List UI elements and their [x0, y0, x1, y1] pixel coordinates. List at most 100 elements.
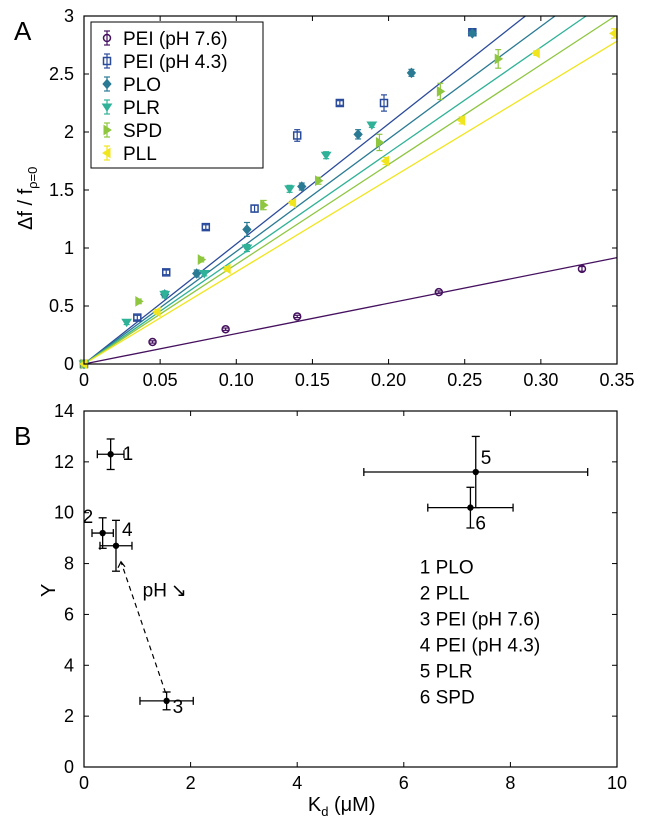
- panel-a-data-point: [434, 287, 444, 297]
- panel-a-ticks: 0 0.05 0.10 0.15 0.20 0.25 0.30 0.35 0 0.5 1 1.5 2 2.…: [49, 6, 635, 390]
- legend-marker: [103, 124, 112, 136]
- panel-a-y-label-sub: ρ=0: [25, 167, 40, 189]
- panel-a-x-tick-label: 0.15: [295, 370, 330, 390]
- panel-a-data-point: [197, 254, 207, 266]
- panel-b-x-tick-label: 0: [79, 773, 89, 793]
- panel-a-data-point: [241, 244, 253, 253]
- panel-b-x-axis-label: Kd (μM): [308, 794, 376, 819]
- panel-a-data-point: [284, 185, 296, 194]
- panel-b-x-tick-label: 8: [505, 773, 515, 793]
- panel-a-fit-line: [83, 256, 618, 365]
- panel-a-y-tick-label: 1: [64, 238, 74, 258]
- panel-a-x-tick-label: 0.20: [371, 370, 406, 390]
- panel-a-data-point: [320, 151, 332, 161]
- panel-a-data-point: [192, 268, 202, 279]
- panel-b-key-item: 1 PLO: [420, 558, 474, 579]
- panel-b-data-points: 1 2 3 4 5 6: [83, 435, 589, 718]
- panel-b-point-label: 4: [122, 520, 133, 541]
- panel-b-point-label: 1: [123, 444, 134, 465]
- panel-a-y-axis-label: Δf / fρ=0: [15, 167, 40, 230]
- panel-b-key-item: 4 PEI (pH 4.3): [420, 636, 540, 657]
- panel-a-data-point: [260, 199, 269, 211]
- panel-a-data-point: [242, 224, 252, 235]
- panel-a-y-label-main: Δf / f: [15, 188, 37, 230]
- panel-a-x-tick-label: 0: [79, 370, 89, 390]
- panel-a-data-point: [135, 295, 144, 307]
- legend-entry-label: PLR: [123, 98, 160, 119]
- legend-marker: [102, 33, 112, 43]
- panel-b-ph-annotation: pH ↘: [143, 581, 187, 602]
- ph-arrow-icon: ↘: [171, 581, 187, 602]
- panel-b-key-item: 5 PLR: [420, 662, 473, 683]
- panel-b-frame: [83, 410, 618, 768]
- panel-b-y-tick-label: 4: [64, 655, 74, 675]
- panel-b-x-label-main: K: [308, 794, 322, 816]
- panel-b-y-tick-label: 12: [54, 452, 74, 472]
- panel-b-y-tick-label: 2: [64, 706, 74, 726]
- panel-b-point-label: 5: [481, 448, 492, 469]
- panel-a-x-tick-label: 0.30: [523, 370, 558, 390]
- panel-b-ph-arrow: [117, 560, 167, 694]
- panel-a-data-point: [121, 318, 133, 328]
- panel-a-data-point: [531, 47, 540, 59]
- panel-b-data-point: [99, 529, 106, 537]
- panel-b-key-item: 6 SPD: [420, 688, 475, 709]
- panel-a-data-point: [577, 264, 587, 274]
- panel-a-data-point: [366, 121, 378, 130]
- panel-a-data-point: [292, 131, 302, 140]
- ph-arrow-head: [117, 560, 126, 569]
- panel-b-y-tick-label: 14: [54, 401, 74, 421]
- panel-a-data-point: [379, 98, 389, 108]
- panel-b-y-axis-label: Y: [38, 584, 60, 597]
- panel-b-data-point: [107, 451, 114, 458]
- panel-a-x-tick-label: 0.35: [599, 370, 634, 390]
- panel-a-data-point: [406, 67, 417, 79]
- panel-b-y-tick-label: 0: [64, 757, 74, 777]
- panel-a-y-tick-label: 3: [64, 6, 74, 26]
- legend-box: [90, 21, 264, 169]
- panel-b-y-tick-label: 10: [54, 503, 74, 523]
- panel-a-y-tick-label: 2.5: [49, 64, 74, 84]
- panel-a-data-point: [335, 98, 345, 108]
- panel-a-y-tick-label: 0: [64, 354, 74, 374]
- panel-a-data-points: [78, 27, 618, 370]
- legend-entry-label: PLL: [123, 144, 157, 165]
- panel-a-data-point: [287, 197, 297, 209]
- panel-b-data-point: [472, 468, 479, 476]
- panel-a-x-tick-label: 0.05: [143, 370, 178, 390]
- panel-b-key: 1 PLO 2 PLL 3 PEI (pH 7.6) 4 PEI (pH 4.3) 5 …: [420, 558, 540, 709]
- panel-b-x-label-unit: (μM): [328, 794, 375, 816]
- legend-entry-label: PLO: [123, 75, 161, 96]
- panel-b-point-label: 6: [475, 514, 486, 535]
- panel-a-data-point: [148, 337, 157, 347]
- panel-b-point-label: 3: [173, 697, 184, 718]
- panel-b-key-item: 2 PLL: [420, 584, 470, 605]
- panel-a-data-point: [297, 181, 307, 192]
- panel-a-data-point: [133, 313, 142, 322]
- panel-a-letter: A: [14, 16, 32, 46]
- panel-a-y-tick-label: 1.5: [49, 180, 74, 200]
- panel-a-data-point: [250, 204, 259, 213]
- panel-b-x-label-sub: d: [321, 804, 328, 819]
- panel-a-fit-line: [83, 40, 618, 365]
- panel-b-y-tick-label: 8: [64, 554, 74, 574]
- panel-a-x-tick-label: 0.25: [447, 370, 482, 390]
- panel-a-y-tick-label: 0.5: [49, 296, 74, 316]
- panel-a-data-point: [380, 155, 390, 167]
- panel-a-data-point: [292, 312, 302, 321]
- ph-label: pH: [143, 581, 167, 602]
- panel-a-fit-line: [83, 15, 556, 365]
- panel-b-key-item: 3 PEI (pH 7.6): [420, 610, 540, 631]
- panel-b-x-tick-label: 4: [292, 773, 302, 793]
- panel-b-x-tick-label: 6: [399, 773, 409, 793]
- panel-a-data-point: [315, 175, 324, 187]
- legend-marker: [102, 78, 112, 90]
- legend-marker: [102, 56, 112, 66]
- panel-b-letter: B: [14, 421, 31, 451]
- panel-b-data-point: [112, 542, 120, 549]
- panel-b-point-label: 2: [83, 507, 94, 528]
- panel-a-data-point: [494, 53, 504, 65]
